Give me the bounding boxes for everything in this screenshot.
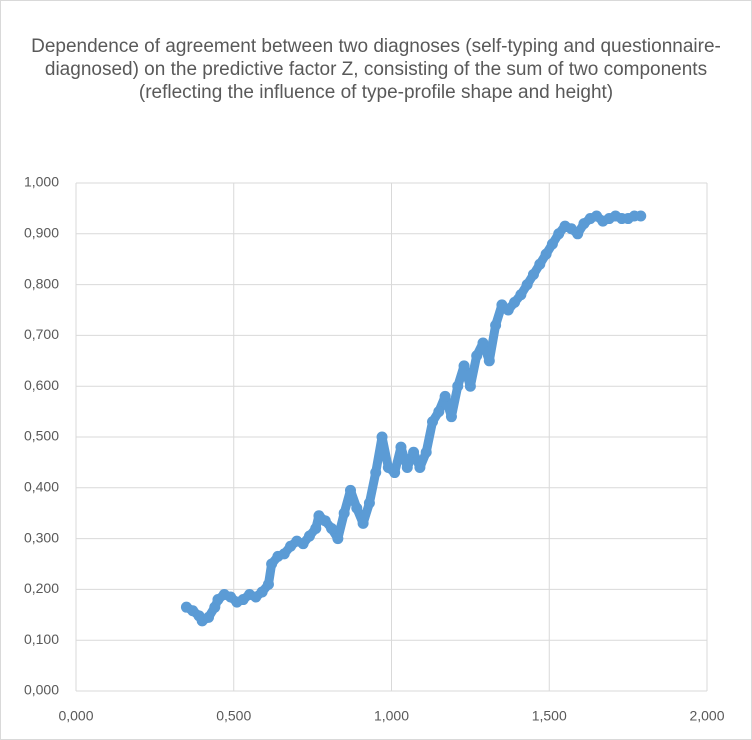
data-point bbox=[389, 467, 401, 479]
data-point bbox=[433, 406, 445, 418]
data-point bbox=[332, 533, 344, 545]
y-tick-label: 0,300 bbox=[24, 529, 59, 545]
data-point bbox=[303, 530, 315, 542]
data-point bbox=[414, 461, 426, 473]
data-point bbox=[310, 522, 322, 534]
data-point bbox=[420, 446, 432, 458]
data-point bbox=[319, 515, 331, 527]
data-point bbox=[262, 578, 274, 590]
data-point bbox=[278, 548, 290, 560]
data-point bbox=[344, 484, 356, 496]
data-point bbox=[297, 538, 309, 550]
y-tick-label: 0,700 bbox=[24, 326, 59, 342]
y-tick-label: 0,800 bbox=[24, 275, 59, 291]
data-point bbox=[351, 502, 363, 514]
data-point bbox=[452, 380, 464, 392]
data-point bbox=[395, 441, 407, 453]
y-tick-label: 0,000 bbox=[24, 682, 59, 698]
data-point bbox=[509, 296, 521, 308]
data-point bbox=[266, 558, 278, 570]
y-tick-label: 0,100 bbox=[24, 631, 59, 647]
data-point bbox=[490, 319, 502, 331]
data-point bbox=[553, 228, 565, 240]
y-tick-label: 0,500 bbox=[24, 428, 59, 444]
data-point bbox=[427, 416, 439, 428]
y-tick-label: 0,600 bbox=[24, 377, 59, 393]
data-point bbox=[357, 517, 369, 529]
y-tick-label: 1,000 bbox=[24, 174, 59, 190]
data-point bbox=[477, 337, 489, 349]
data-point bbox=[471, 350, 483, 362]
x-tick-label: 2,000 bbox=[689, 708, 724, 724]
data-point bbox=[502, 304, 514, 316]
data-point bbox=[363, 497, 375, 509]
data-line bbox=[181, 211, 646, 626]
data-point bbox=[483, 355, 495, 367]
y-tick-label: 0,200 bbox=[24, 580, 59, 596]
data-point bbox=[408, 446, 420, 458]
chart-title: Dependence of agreement between two diag… bbox=[31, 36, 721, 103]
data-point bbox=[515, 289, 527, 301]
data-point bbox=[439, 390, 451, 402]
data-point bbox=[326, 522, 338, 534]
data-point bbox=[338, 507, 350, 519]
data-point bbox=[527, 268, 539, 280]
x-tick-label: 0,000 bbox=[58, 708, 93, 724]
x-tick-label: 1,500 bbox=[532, 708, 567, 724]
data-point bbox=[370, 467, 382, 479]
data-point bbox=[572, 228, 584, 240]
data-point bbox=[445, 411, 457, 423]
data-point bbox=[203, 611, 215, 623]
y-tick-label: 0,400 bbox=[24, 479, 59, 495]
data-point bbox=[540, 248, 552, 260]
x-tick-label: 1,000 bbox=[374, 708, 409, 724]
x-tick-label: 0,500 bbox=[216, 708, 251, 724]
data-point bbox=[256, 586, 268, 598]
data-point bbox=[458, 360, 470, 372]
data-point bbox=[401, 461, 413, 473]
data-point bbox=[635, 210, 647, 222]
data-point bbox=[546, 238, 558, 250]
data-point bbox=[534, 258, 546, 270]
y-tick-label: 0,900 bbox=[24, 225, 59, 241]
data-point bbox=[521, 279, 533, 291]
data-point bbox=[376, 431, 388, 443]
data-point bbox=[464, 380, 476, 392]
